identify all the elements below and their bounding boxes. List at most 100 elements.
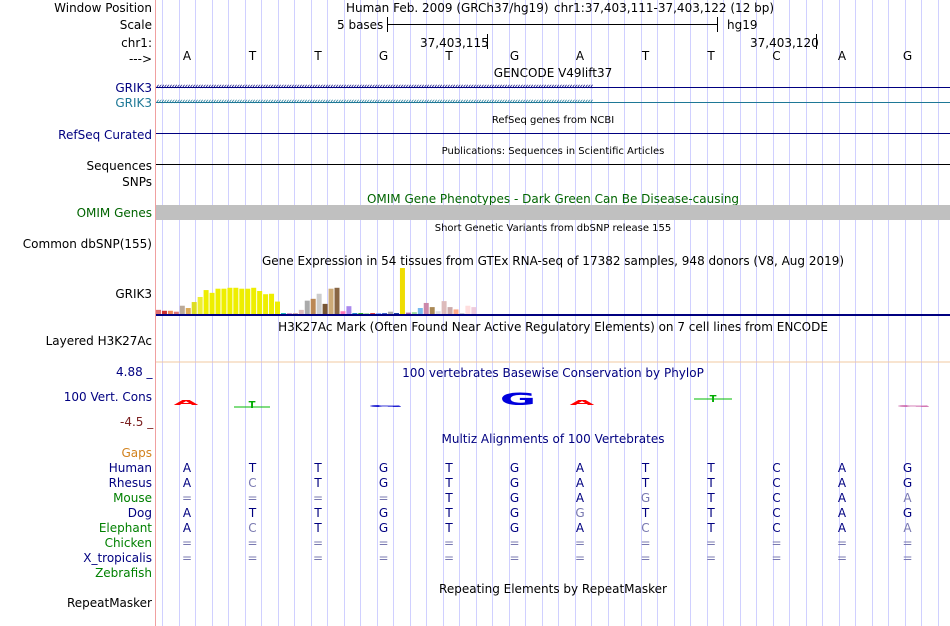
alignment-base: T	[707, 461, 715, 475]
gtex-bar[interactable]	[417, 308, 423, 314]
refseq-gene-line[interactable]	[156, 133, 950, 134]
phylop-track-title[interactable]: 100 vertebrates Basewise Conservation by…	[402, 366, 704, 380]
refseq-track-title[interactable]: RefSeq genes from NCBI	[491, 115, 615, 126]
sequences-track-title[interactable]: Publications: Sequences in Scientific Ar…	[441, 146, 665, 157]
gtex-bar[interactable]	[197, 296, 203, 314]
snps-track-label[interactable]: SNPs	[122, 175, 152, 189]
gtex-bar[interactable]	[292, 313, 298, 314]
species-label-dog[interactable]: Dog	[127, 506, 152, 520]
gtex-bar[interactable]	[185, 308, 191, 314]
gtex-bar[interactable]	[382, 313, 388, 314]
gtex-bar[interactable]	[239, 288, 245, 314]
gtex-bar[interactable]	[388, 311, 394, 314]
ruler-base: G	[378, 49, 389, 63]
species-label-zebrafish[interactable]: Zebrafish	[95, 566, 152, 580]
alignment-base: G	[640, 491, 651, 505]
gtex-bar[interactable]	[179, 305, 185, 314]
gtex-bar[interactable]	[263, 294, 269, 314]
gtex-bar[interactable]	[167, 310, 173, 314]
h3k27ac-track-title[interactable]: H3K27Ac Mark (Often Found Near Active Re…	[278, 320, 828, 334]
gtex-bar[interactable]	[245, 288, 251, 314]
gtex-bar[interactable]	[435, 311, 441, 314]
phylop-track-label[interactable]: 100 Vert. Cons	[63, 390, 152, 404]
gtex-bar[interactable]	[173, 311, 179, 314]
dbsnp-track-label[interactable]: Common dbSNP(155)	[22, 237, 152, 251]
gtex-bar[interactable]	[346, 306, 352, 314]
gtex-bar[interactable]	[322, 303, 328, 314]
species-label-human[interactable]: Human	[108, 461, 152, 475]
gtex-bar[interactable]	[269, 293, 275, 314]
multiz-track-title[interactable]: Multiz Alignments of 100 Vertebrates	[441, 432, 665, 446]
species-label-mouse[interactable]: Mouse	[113, 491, 152, 505]
alignment-base: =	[378, 536, 389, 550]
gtex-bar[interactable]	[376, 313, 382, 314]
alignment-base: G	[902, 506, 913, 520]
omim-track-label[interactable]: OMIM Genes	[76, 206, 152, 220]
species-label-rhesus[interactable]: Rhesus	[108, 476, 152, 490]
gtex-bar[interactable]	[429, 307, 435, 314]
gtex-bar[interactable]	[257, 291, 263, 314]
gtex-bar[interactable]	[316, 293, 322, 314]
gtex-bar[interactable]	[370, 313, 376, 314]
gtex-bar[interactable]	[156, 309, 161, 314]
gtex-bar[interactable]	[209, 292, 215, 314]
alignment-base: C	[772, 461, 781, 475]
gtex-bar[interactable]	[465, 305, 471, 314]
gaps-label[interactable]: Gaps	[121, 446, 152, 460]
gtex-bar[interactable]	[304, 300, 310, 314]
gtex-bar[interactable]	[203, 290, 209, 314]
dbsnp-track-title[interactable]: Short Genetic Variants from dbSNP releas…	[434, 223, 672, 234]
gtex-bar[interactable]	[423, 302, 429, 314]
gtex-bar[interactable]	[286, 313, 292, 314]
gtex-bar[interactable]	[358, 313, 364, 314]
h3k27ac-track-label[interactable]: Layered H3K27Ac	[45, 334, 152, 348]
gtex-gene-label[interactable]: GRIK3	[115, 287, 152, 301]
gtex-bar[interactable]	[280, 313, 286, 314]
gtex-bar[interactable]	[459, 313, 465, 314]
gtex-bar[interactable]	[411, 312, 417, 314]
sequences-track-label[interactable]: Sequences	[86, 159, 152, 173]
gtex-bar[interactable]	[405, 312, 411, 314]
gtex-bar[interactable]	[441, 301, 447, 314]
gtex-bar[interactable]	[191, 302, 197, 314]
gtex-bar[interactable]	[251, 287, 257, 314]
repeatmasker-track-label[interactable]: RepeatMasker	[66, 596, 152, 610]
species-label-x_tropicalis[interactable]: X_tropicalis	[83, 551, 152, 565]
gtex-bar[interactable]	[453, 309, 459, 314]
gtex-bar[interactable]	[352, 313, 358, 314]
gtex-track-title[interactable]: Gene Expression in 54 tissues from GTEx …	[261, 254, 845, 268]
gencode-gene-label-1[interactable]: GRIK3	[115, 81, 152, 95]
gtex-bar[interactable]	[215, 288, 221, 314]
alignment-base: =	[574, 536, 586, 550]
species-label-elephant[interactable]: Elephant	[98, 521, 152, 535]
gtex-bar[interactable]	[399, 268, 405, 314]
gencode-gene-label-2[interactable]: GRIK3	[115, 96, 152, 110]
alignment-base: T	[314, 506, 322, 520]
gtex-bar[interactable]	[298, 309, 304, 314]
gtex-bar[interactable]	[310, 298, 316, 314]
species-label-chicken[interactable]: Chicken	[104, 536, 152, 550]
gtex-bar[interactable]	[275, 301, 280, 314]
gtex-bar-chart[interactable]	[156, 268, 477, 314]
repeatmasker-track-title[interactable]: Repeating Elements by RepeatMasker	[439, 582, 667, 596]
gtex-bar[interactable]	[334, 287, 340, 314]
gtex-bar[interactable]	[394, 313, 399, 314]
sequences-line[interactable]	[156, 164, 950, 165]
gtex-bar[interactable]	[328, 288, 334, 314]
gencode-track-title[interactable]: GENCODE V49lift37	[493, 66, 613, 80]
gtex-bar[interactable]	[161, 310, 167, 314]
omim-gene-bar[interactable]	[156, 205, 950, 220]
refseq-track-label[interactable]: RefSeq Curated	[58, 128, 152, 142]
gtex-bar[interactable]	[227, 287, 233, 314]
omim-track-title[interactable]: OMIM Gene Phenotypes - Dark Green Can Be…	[366, 192, 740, 206]
window-position-value[interactable]: chr1:37,403,111-37,403,122 (12 bp)	[554, 1, 775, 15]
gtex-bar[interactable]	[233, 287, 239, 314]
gtex-bar[interactable]	[471, 307, 477, 314]
ruler-base: T	[641, 49, 650, 63]
ruler-base: G	[509, 49, 520, 63]
assembly-title[interactable]: Human Feb. 2009 (GRCh37/hg19)	[346, 1, 549, 15]
gtex-bar[interactable]	[447, 307, 453, 314]
gtex-bar[interactable]	[364, 313, 370, 314]
gtex-bar[interactable]	[340, 311, 346, 314]
gtex-bar[interactable]	[221, 288, 227, 314]
